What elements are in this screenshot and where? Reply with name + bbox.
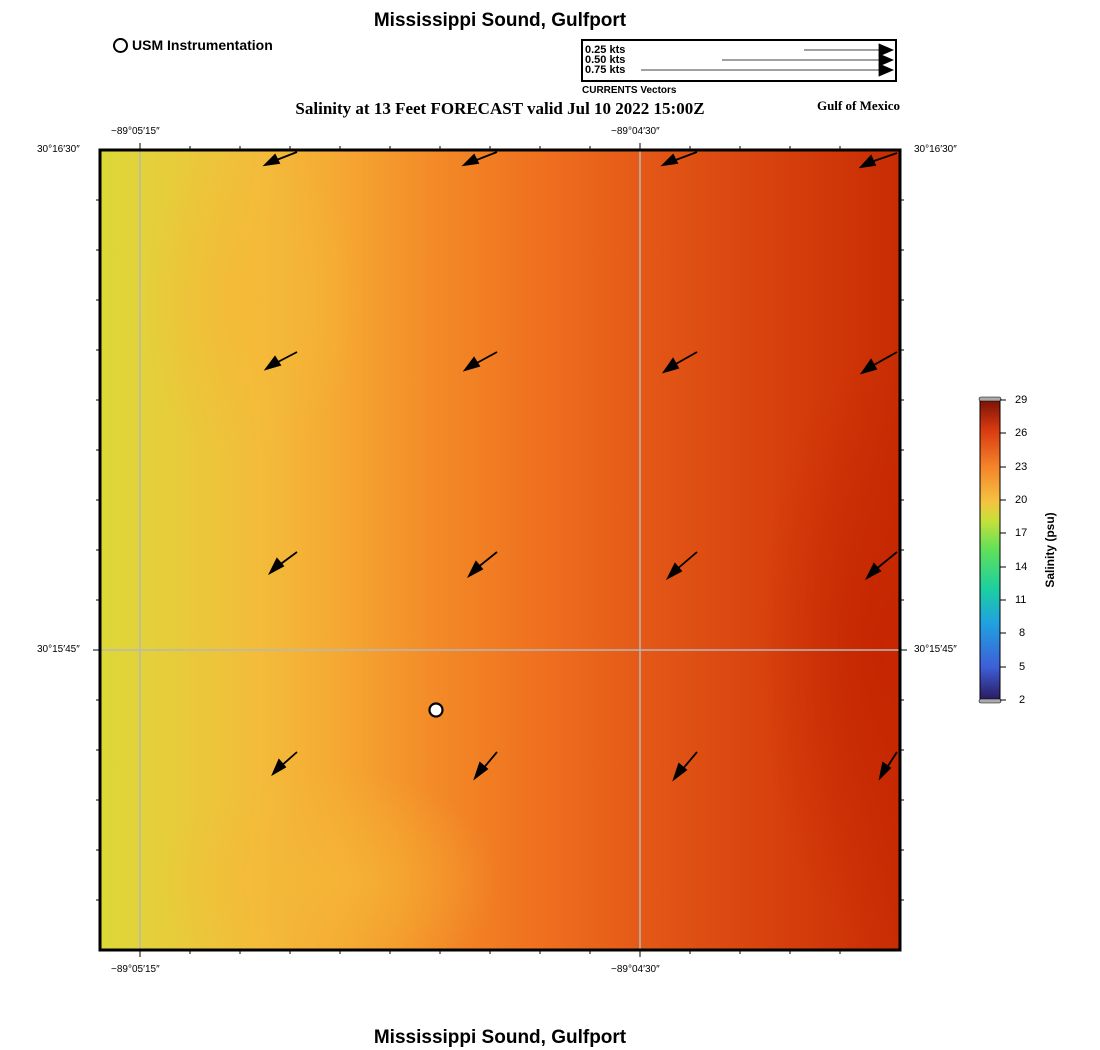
colorbar-tick-label: 17 [1015, 527, 1028, 539]
usm-station-marker[interactable] [428, 702, 444, 718]
vector-legend-label-3: 0.75 kts [585, 64, 626, 76]
current-arrow [267, 551, 298, 576]
colorbar-tick-label: 20 [1015, 494, 1028, 506]
current-arrow [262, 151, 298, 167]
lon-tick-label-top-1: −89°05′15″ [111, 126, 160, 137]
current-arrow [859, 351, 898, 375]
map-footer-title: Mississippi Sound, Gulfport [373, 1027, 627, 1048]
current-arrow [263, 351, 298, 371]
current-arrow [878, 751, 898, 781]
station-marker-icon [113, 37, 128, 53]
colorbar-tick-label: 26 [1015, 427, 1028, 439]
graticule [100, 150, 900, 950]
colorbar-tick-label: 29 [1015, 394, 1028, 406]
vector-legend [581, 39, 897, 82]
lat-tick-label-left-1: 30°16′30″ [37, 144, 80, 155]
colorbar-tick-label: 14 [1015, 561, 1028, 573]
current-arrow [466, 551, 498, 579]
current-arrow [660, 151, 698, 167]
lat-tick-label-right-1: 30°16′30″ [914, 144, 957, 155]
current-arrow [462, 351, 498, 372]
lon-tick-label-bottom-1: −89°05′15″ [111, 964, 160, 975]
current-arrow [864, 551, 898, 581]
colorbar-tick-label: 23 [1015, 461, 1028, 473]
station-legend-label: USM Instrumentation [132, 37, 273, 53]
vector-legend-arrows [641, 43, 895, 77]
vector-legend-label-2: 0.50 kts [585, 54, 626, 66]
current-arrow [672, 751, 698, 782]
colorbar-title: Salinity (psu) [1043, 512, 1057, 588]
colorbar [978, 396, 1006, 704]
colorbar-tick-label: 2 [1019, 694, 1026, 706]
region-label: Gulf of Mexico [816, 98, 900, 113]
current-arrow [461, 151, 498, 167]
lat-tick-label-right-2: 30°15′45″ [914, 644, 957, 655]
current-arrow [858, 152, 898, 169]
salinity-field [100, 150, 900, 950]
colorbar-tick-label: 11 [1015, 594, 1027, 606]
vector-legend-label-1: 0.25 kts [585, 44, 626, 56]
frame-ticks [93, 143, 907, 957]
lon-tick-label-top-2: −89°04′30″ [611, 126, 660, 137]
vector-legend-caption: CURRENTS Vectors [582, 85, 677, 96]
lon-tick-label-bottom-2: −89°04′30″ [611, 964, 660, 975]
current-vectors [262, 151, 898, 782]
current-arrow [473, 751, 498, 781]
current-arrow [661, 351, 698, 374]
current-arrow [271, 751, 298, 777]
map-subtitle: Salinity at 13 Feet FORECAST valid Jul 1… [295, 99, 705, 118]
map-title: Mississippi Sound, Gulfport [373, 10, 627, 31]
station-legend: USM Instrumentation [113, 37, 273, 53]
colorbar-tick-label: 5 [1019, 661, 1026, 673]
lat-tick-label-left-2: 30°15′45″ [37, 644, 80, 655]
colorbar-tick-label: 8 [1019, 627, 1026, 639]
current-arrow [665, 551, 698, 581]
